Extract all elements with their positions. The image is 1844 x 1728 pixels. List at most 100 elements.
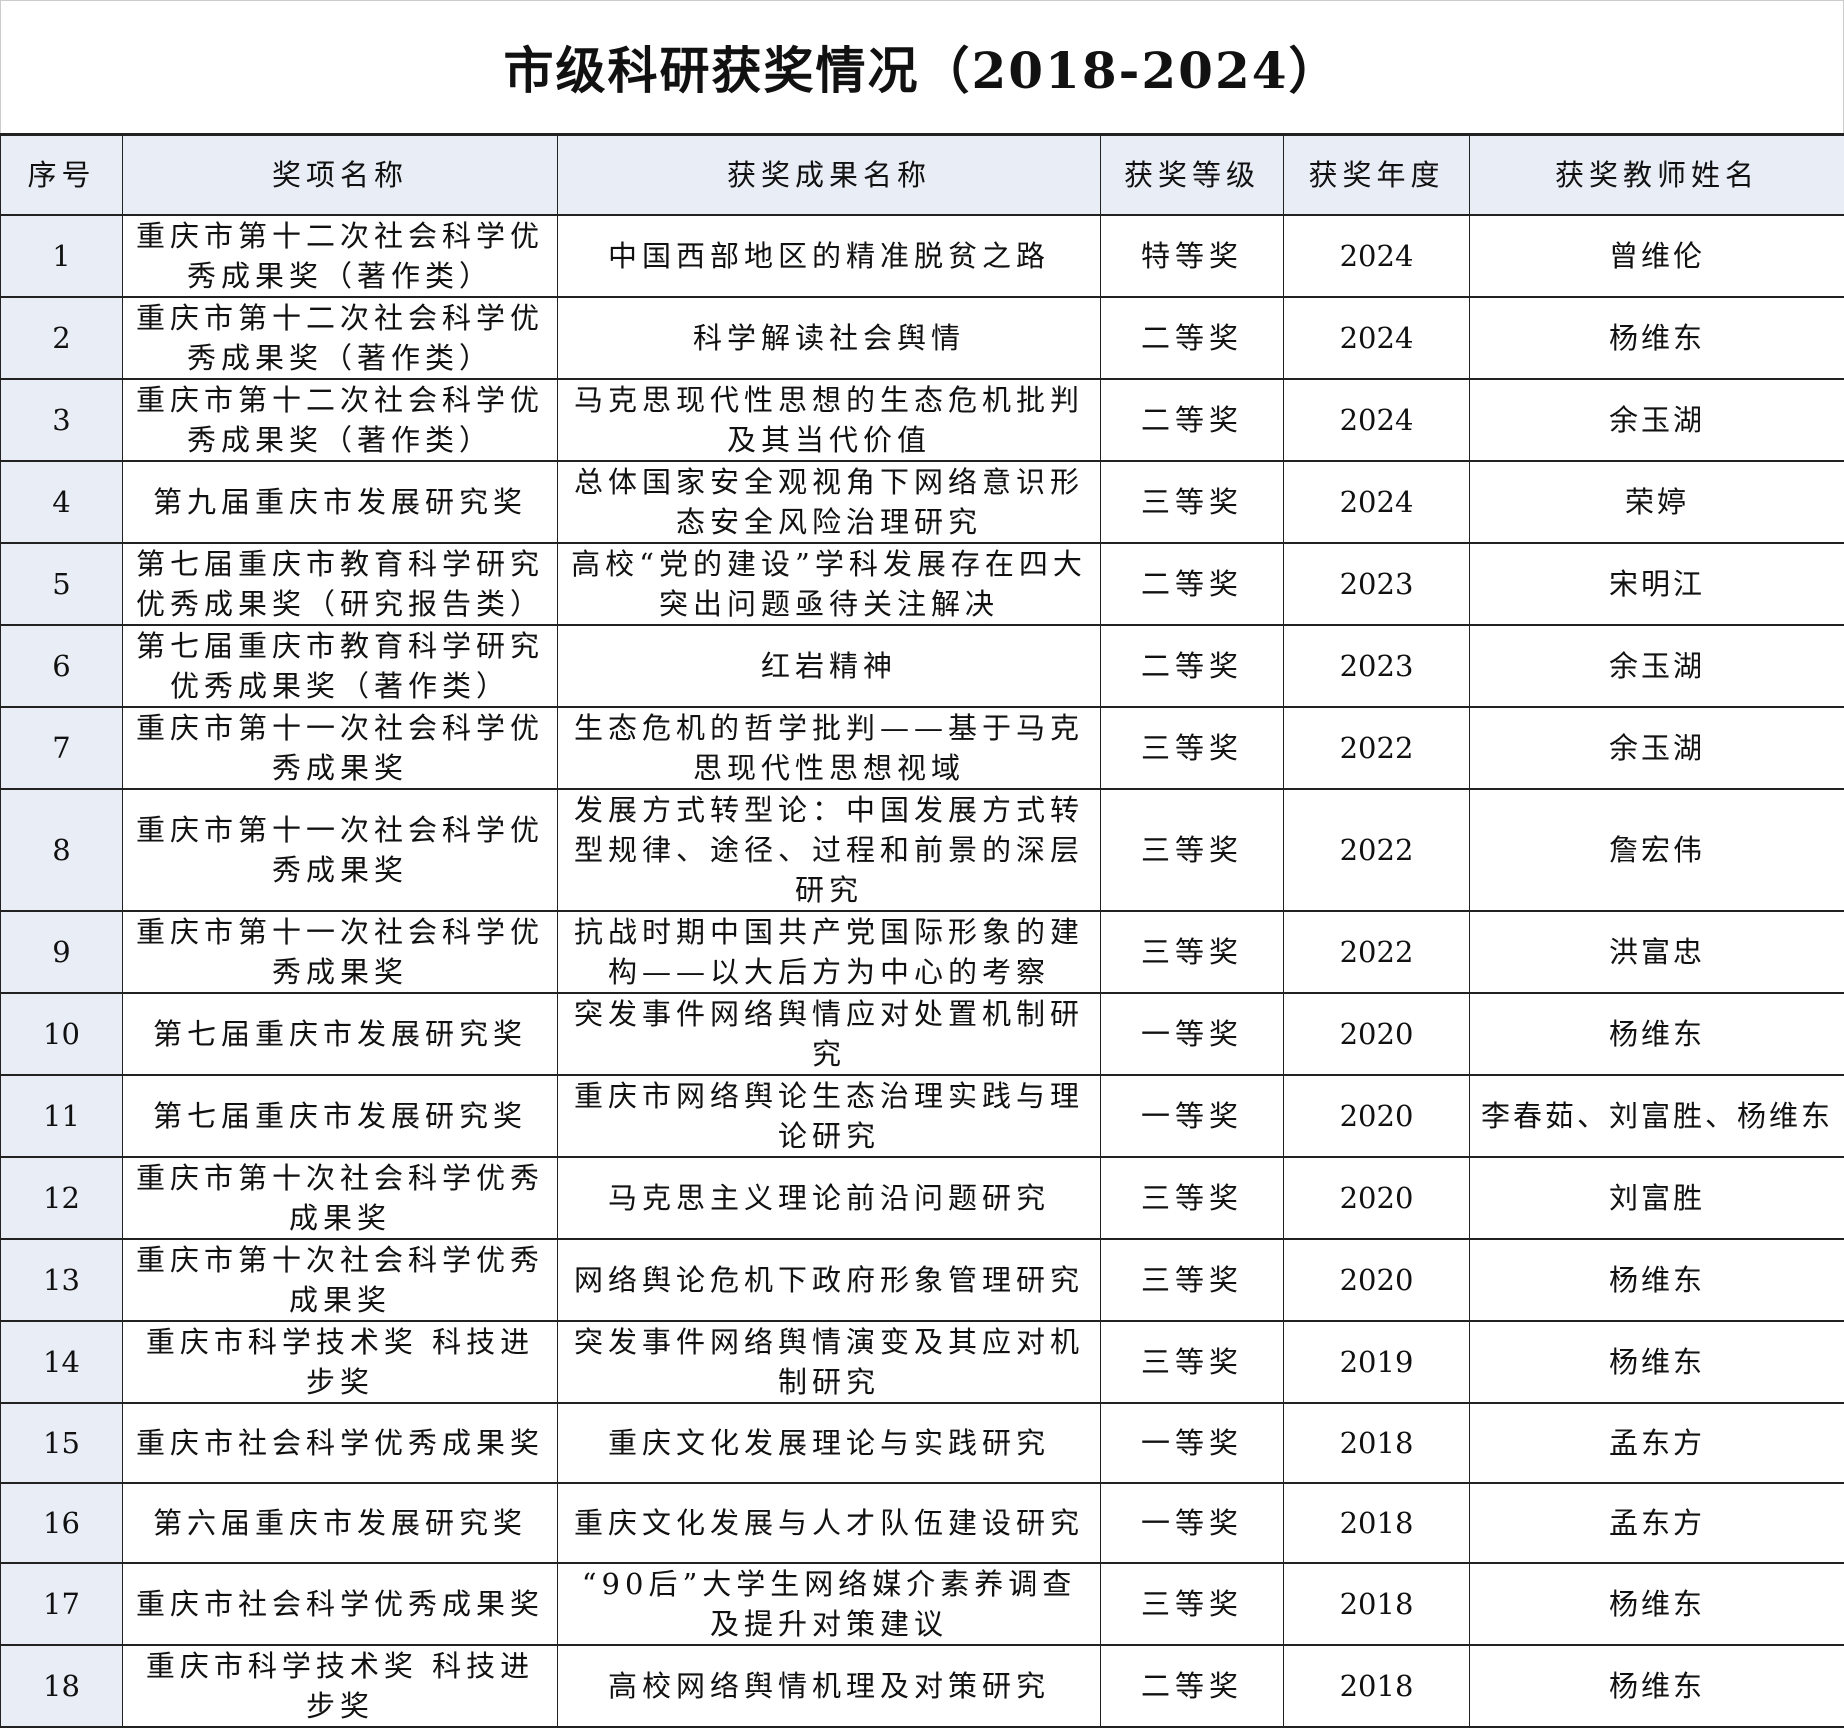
cell-level: 三等奖 [1101,707,1284,789]
cell-work: “90后”大学生网络媒介素养调查及提升对策建议 [558,1563,1101,1645]
cell-award: 重庆市第十一次社会科学优秀成果奖 [123,789,558,911]
header-index: 序号 [1,135,123,216]
cell-teacher: 杨维东 [1470,1563,1844,1645]
cell-level: 三等奖 [1101,789,1284,911]
cell-year: 2024 [1284,215,1470,297]
cell-year: 2020 [1284,1157,1470,1239]
cell-index: 15 [1,1403,123,1483]
cell-year: 2019 [1284,1321,1470,1403]
cell-work: 马克思主义理论前沿问题研究 [558,1157,1101,1239]
cell-teacher: 杨维东 [1470,993,1844,1075]
cell-level: 二等奖 [1101,379,1284,461]
cell-teacher: 詹宏伟 [1470,789,1844,911]
cell-year: 2023 [1284,543,1470,625]
cell-award: 重庆市科学技术奖 科技进步奖 [123,1321,558,1403]
cell-index: 6 [1,625,123,707]
cell-work: 突发事件网络舆情演变及其应对机制研究 [558,1321,1101,1403]
cell-award: 重庆市第十次社会科学优秀成果奖 [123,1157,558,1239]
cell-work: 重庆文化发展与人才队伍建设研究 [558,1483,1101,1563]
cell-year: 2024 [1284,461,1470,543]
cell-work: 马克思现代性思想的生态危机批判及其当代价值 [558,379,1101,461]
header-work: 获奖成果名称 [558,135,1101,216]
cell-level: 一等奖 [1101,1075,1284,1157]
cell-teacher: 杨维东 [1470,1321,1844,1403]
cell-year: 2022 [1284,707,1470,789]
cell-level: 三等奖 [1101,1239,1284,1321]
cell-teacher: 荣婷 [1470,461,1844,543]
cell-level: 三等奖 [1101,461,1284,543]
cell-level: 一等奖 [1101,993,1284,1075]
cell-index: 17 [1,1563,123,1645]
cell-level: 三等奖 [1101,911,1284,993]
cell-index: 1 [1,215,123,297]
cell-teacher: 宋明江 [1470,543,1844,625]
cell-level: 一等奖 [1101,1483,1284,1563]
cell-level: 二等奖 [1101,297,1284,379]
cell-year: 2018 [1284,1563,1470,1645]
cell-level: 二等奖 [1101,1645,1284,1727]
cell-award: 重庆市第十二次社会科学优秀成果奖（著作类） [123,379,558,461]
page-title: 市级科研获奖情况（2018-2024） [0,0,1844,133]
cell-award: 重庆市科学技术奖 科技进步奖 [123,1645,558,1727]
cell-work: 高校“党的建设”学科发展存在四大突出问题亟待关注解决 [558,543,1101,625]
cell-index: 5 [1,543,123,625]
cell-teacher: 余玉湖 [1470,379,1844,461]
cell-award: 重庆市社会科学优秀成果奖 [123,1563,558,1645]
cell-teacher: 杨维东 [1470,1645,1844,1727]
cell-work: 科学解读社会舆情 [558,297,1101,379]
cell-teacher: 洪富忠 [1470,911,1844,993]
cell-work: 总体国家安全观视角下网络意识形态安全风险治理研究 [558,461,1101,543]
header-row: 序号 奖项名称 获奖成果名称 获奖等级 获奖年度 获奖教师姓名 [1,135,1844,216]
cell-teacher: 杨维东 [1470,1239,1844,1321]
cell-teacher: 杨维东 [1470,297,1844,379]
cell-award: 重庆市第十次社会科学优秀成果奖 [123,1239,558,1321]
cell-award: 重庆市社会科学优秀成果奖 [123,1403,558,1483]
cell-year: 2024 [1284,297,1470,379]
header-award: 奖项名称 [123,135,558,216]
cell-year: 2020 [1284,1075,1470,1157]
cell-year: 2024 [1284,379,1470,461]
cell-award: 重庆市第十一次社会科学优秀成果奖 [123,911,558,993]
cell-index: 16 [1,1483,123,1563]
cell-teacher: 孟东方 [1470,1403,1844,1483]
cell-work: 抗战时期中国共产党国际形象的建构——以大后方为中心的考察 [558,911,1101,993]
cell-level: 三等奖 [1101,1157,1284,1239]
cell-work: 高校网络舆情机理及对策研究 [558,1645,1101,1727]
cell-year: 2018 [1284,1403,1470,1483]
cell-level: 特等奖 [1101,215,1284,297]
cell-award: 第七届重庆市教育科学研究优秀成果奖（研究报告类） [123,543,558,625]
cell-award: 第六届重庆市发展研究奖 [123,1483,558,1563]
cell-work: 重庆文化发展理论与实践研究 [558,1403,1101,1483]
cell-award: 第七届重庆市发展研究奖 [123,1075,558,1157]
cell-award: 重庆市第十二次社会科学优秀成果奖（著作类） [123,215,558,297]
cell-work: 红岩精神 [558,625,1101,707]
cell-level: 三等奖 [1101,1563,1284,1645]
cell-award: 第七届重庆市教育科学研究优秀成果奖（著作类） [123,625,558,707]
header-teacher: 获奖教师姓名 [1470,135,1844,216]
cell-index: 18 [1,1645,123,1727]
cell-index: 14 [1,1321,123,1403]
cell-award: 重庆市第十二次社会科学优秀成果奖（著作类） [123,297,558,379]
cell-index: 4 [1,461,123,543]
cell-year: 2022 [1284,911,1470,993]
cell-level: 一等奖 [1101,1403,1284,1483]
cell-teacher: 孟东方 [1470,1483,1844,1563]
cell-award: 第九届重庆市发展研究奖 [123,461,558,543]
cell-index: 8 [1,789,123,911]
cell-teacher: 余玉湖 [1470,625,1844,707]
cell-work: 重庆市网络舆论生态治理实践与理论研究 [558,1075,1101,1157]
cell-index: 11 [1,1075,123,1157]
cell-level: 二等奖 [1101,625,1284,707]
